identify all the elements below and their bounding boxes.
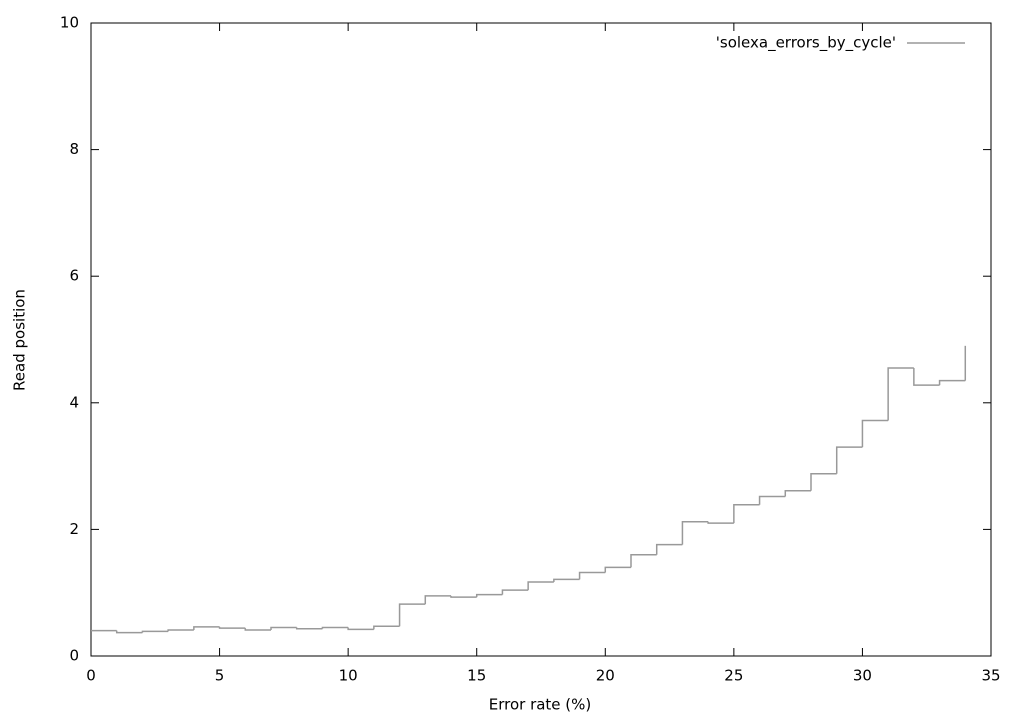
step-segment	[115, 630, 143, 634]
step-segment	[373, 625, 400, 630]
x-tick-label: 25	[724, 667, 743, 685]
step-segment	[707, 521, 734, 524]
x-tick-label: 10	[339, 667, 358, 685]
step-segment	[784, 490, 811, 497]
x-tick-label: 20	[596, 667, 615, 685]
step-segment	[218, 626, 246, 629]
x-tick-label: 35	[981, 667, 1000, 685]
step-segment	[604, 566, 631, 573]
step-segment	[810, 472, 837, 491]
y-tick-label: 4	[69, 393, 79, 411]
step-segment	[167, 629, 194, 632]
step-segment	[321, 626, 349, 629]
step-segment	[553, 578, 580, 582]
step-segment	[501, 589, 529, 595]
step-segment	[398, 603, 426, 627]
step-segment	[758, 495, 786, 505]
x-axis-label: Error rate (%)	[489, 696, 592, 714]
step-segment	[475, 593, 503, 598]
step-segment	[244, 628, 271, 631]
x-tick-label: 5	[215, 667, 225, 685]
x-tick-label: 0	[86, 667, 96, 685]
step-segment	[681, 521, 709, 545]
step-segment	[141, 630, 169, 633]
step-segment	[913, 367, 940, 386]
step-segment	[630, 553, 657, 568]
x-tick-label: 15	[467, 667, 486, 685]
step-segment	[861, 419, 889, 448]
step-segment	[295, 627, 323, 630]
step-segment	[733, 503, 760, 524]
y-axis-label: Read position	[11, 289, 29, 391]
y-tick-label: 0	[69, 647, 79, 665]
step-segment	[578, 571, 606, 580]
step-segment	[835, 446, 863, 474]
legend-label: 'solexa_errors_by_cycle'	[716, 34, 896, 53]
y-tick-label: 10	[60, 14, 79, 32]
step-segment	[450, 595, 477, 598]
step-segment	[887, 367, 914, 421]
step-segment	[424, 595, 451, 605]
plot-frame	[90, 22, 992, 657]
step-segment	[938, 379, 966, 386]
y-tick-label: 8	[69, 140, 79, 158]
y-tick-label: 2	[69, 520, 79, 538]
step-segment	[655, 543, 683, 555]
y-tick-label: 6	[69, 267, 79, 285]
step-segment	[270, 626, 297, 631]
step-segment	[193, 626, 220, 631]
step-segment	[527, 581, 554, 591]
step-segment	[347, 627, 374, 631]
x-tick-label: 30	[853, 667, 872, 685]
